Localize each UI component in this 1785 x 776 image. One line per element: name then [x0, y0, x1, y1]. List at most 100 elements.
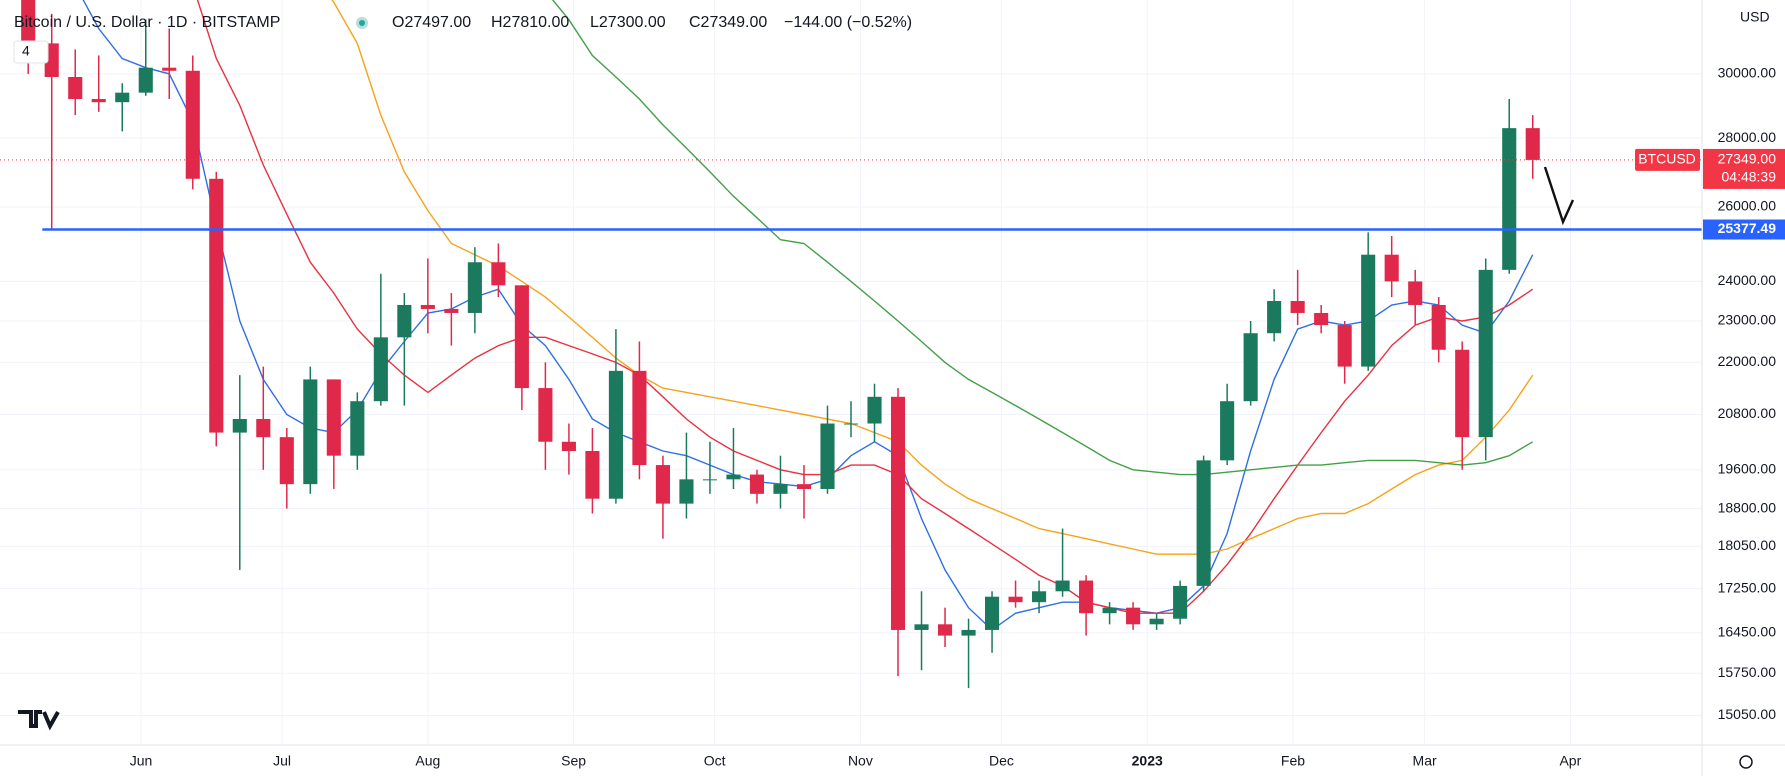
candle-body — [491, 262, 506, 286]
y-tick-label: 23000.00 — [1718, 312, 1777, 328]
settings-icon[interactable] — [1739, 755, 1753, 769]
candle-body — [937, 624, 953, 636]
candle-body — [867, 396, 882, 424]
x-tick-label: 2023 — [1132, 753, 1163, 769]
x-tick-label: Aug — [415, 753, 440, 769]
y-tick-label: 22000.00 — [1718, 353, 1777, 369]
candle-body — [279, 437, 294, 485]
y-tick-label: 30000.00 — [1718, 65, 1777, 81]
x-tick-label: Apr — [1559, 753, 1581, 769]
candle-body — [162, 67, 177, 71]
candle-body — [773, 484, 788, 494]
price-tag — [1703, 148, 1785, 189]
candle-body — [91, 99, 106, 103]
candle-body — [1055, 580, 1070, 592]
axes: 15050.00 15750.00 16450.00 17250.00 18050.00… — [130, 65, 1785, 769]
candle-body — [1525, 128, 1540, 160]
y-tick-label: 20800.00 — [1718, 405, 1777, 421]
ohlc-close: C27349.00 — [689, 14, 767, 31]
candle-body — [397, 304, 412, 338]
candle-body — [303, 379, 318, 485]
symbol-label: BTCUSD — [1638, 151, 1696, 167]
y-tick-label: 26000.00 — [1718, 198, 1777, 214]
candle-body — [1478, 269, 1493, 438]
candle-body — [1220, 401, 1235, 461]
ohlc-low: L27300.00 — [590, 14, 666, 31]
y-tick-label: 17250.00 — [1718, 579, 1777, 595]
candle-body — [68, 76, 83, 100]
candle-body — [115, 92, 130, 103]
candle-body — [608, 370, 623, 499]
candle-body — [1408, 281, 1423, 305]
level-label: 25377.49 — [1718, 220, 1777, 236]
candle-body — [21, 0, 36, 44]
candle-body — [138, 67, 153, 93]
candle-body — [1502, 128, 1517, 270]
candle-body — [1126, 607, 1141, 625]
candle-body — [632, 370, 647, 466]
y-tick-label: 15050.00 — [1718, 706, 1777, 722]
candle-body — [420, 304, 435, 309]
x-tick-label: Jul — [273, 753, 291, 769]
status-dot — [359, 20, 365, 26]
candle-body — [350, 401, 365, 456]
currency[interactable]: USD — [1740, 9, 1770, 25]
candle-body — [679, 479, 694, 504]
symbol-tag — [1635, 148, 1700, 171]
moving-average — [331, 0, 1534, 555]
x-tick-label: Nov — [848, 753, 873, 769]
candle-body — [749, 474, 765, 494]
indicators-count: 4 — [22, 43, 30, 59]
price-label: 27349.00 — [1718, 151, 1777, 167]
candle-body — [1267, 301, 1282, 334]
candle-body — [1361, 254, 1376, 367]
y-tick-label: 24000.00 — [1718, 272, 1777, 288]
candle-body — [961, 629, 976, 636]
moving-average — [196, 0, 1534, 614]
candle-body — [1032, 591, 1047, 603]
y-tick-label: 19600.00 — [1718, 461, 1777, 477]
y-tick-label: 15750.00 — [1718, 664, 1777, 680]
plot — [0, 0, 1702, 689]
candle-body — [444, 308, 459, 313]
candle-body — [1173, 585, 1188, 619]
candle-body — [467, 262, 482, 313]
candle-body — [514, 285, 529, 389]
candle-body — [1149, 618, 1164, 625]
candle-body — [561, 441, 576, 452]
moving-average — [82, 0, 1534, 631]
ohlc-change: −144.00 (−0.52%) — [784, 14, 912, 31]
candle-body — [984, 596, 1000, 630]
symbol: Bitcoin / U.S. Dollar · 1D · BITSTAMP — [14, 14, 280, 31]
candle-body — [1384, 254, 1399, 282]
candle-body — [1102, 607, 1117, 614]
candle-body — [914, 624, 929, 630]
y-tick-label: 18800.00 — [1718, 499, 1777, 515]
x-tick-label: Jun — [130, 753, 153, 769]
candle-body — [890, 396, 906, 630]
candle-body — [1243, 333, 1258, 402]
candle-body — [373, 337, 388, 402]
moving-average — [551, 0, 1534, 476]
candle-body — [538, 388, 553, 442]
x-tick-label: Dec — [989, 753, 1014, 769]
candle-body — [726, 474, 741, 480]
x-tick-label: Sep — [561, 753, 586, 769]
y-tick-label: 28000.00 — [1718, 129, 1777, 145]
candle-body — [1008, 596, 1023, 603]
candle-body — [1079, 580, 1094, 614]
y-tick-label: 18050.00 — [1718, 537, 1777, 553]
x-tick-label: Feb — [1281, 753, 1305, 769]
candle-body — [209, 178, 224, 433]
indicators-toggle[interactable] — [13, 40, 49, 64]
candle-body — [1431, 304, 1446, 350]
candle-body — [585, 451, 600, 499]
candle-body — [326, 379, 341, 456]
y-tick-label: 16450.00 — [1718, 623, 1777, 639]
candle-body — [1290, 301, 1305, 313]
level-tag — [1703, 219, 1785, 240]
candle-body — [256, 419, 271, 438]
ohlc-high: H27810.00 — [491, 14, 569, 31]
candle-body — [1196, 460, 1211, 586]
